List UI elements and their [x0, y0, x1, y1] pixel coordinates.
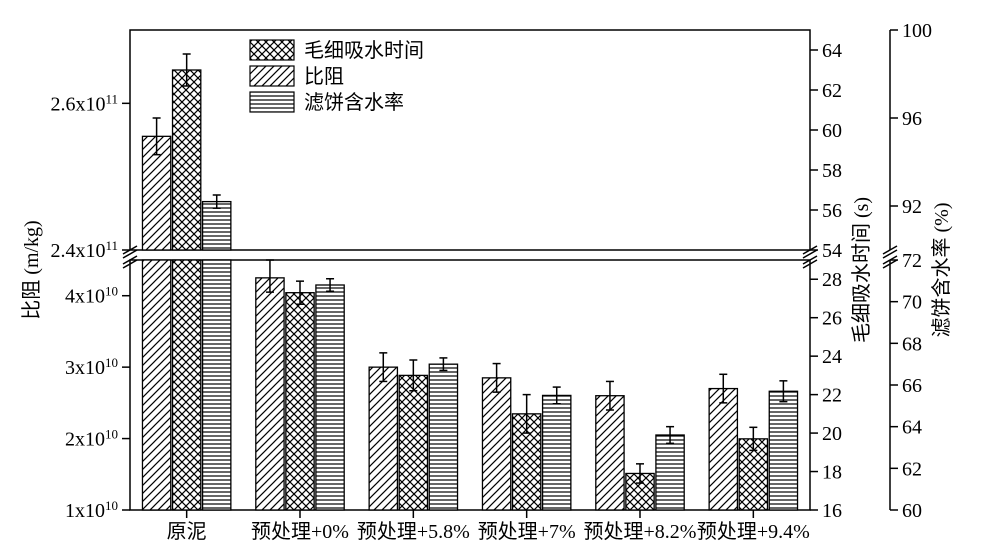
- x-tick-label: 预处理+5.8%: [357, 520, 470, 543]
- x-axis: 原泥 预处理+0% 预处理+5.8% 预处理+7% 预处理+8.2%预处理+9.4%: [167, 510, 810, 543]
- svg-text:2.4x1011: 2.4x1011: [50, 238, 118, 263]
- bars: [142, 54, 797, 510]
- y2-axis-label: 毛细吸水时间 (s): [850, 197, 873, 343]
- svg-text:1x1010: 1x1010: [65, 498, 118, 523]
- x-tick-label: 预处理+9.4%: [697, 520, 810, 543]
- svg-text:56: 56: [822, 200, 842, 222]
- svg-text:20: 20: [822, 423, 842, 445]
- svg-text:28: 28: [822, 269, 842, 291]
- svg-text:100: 100: [902, 20, 932, 42]
- svg-text:62: 62: [822, 80, 842, 102]
- chart-container: 1x1010 2x1010 3x1010 4x1010 2.4x1011 2.6x1011…: [10, 10, 990, 545]
- legend-swatch: [250, 40, 294, 60]
- x-tick-label: 预处理+0%: [251, 520, 349, 543]
- svg-text:68: 68: [902, 333, 922, 355]
- svg-text:24: 24: [822, 346, 842, 368]
- x-tick-label: 预处理+8.2%: [584, 520, 697, 543]
- svg-text:66: 66: [902, 375, 922, 397]
- svg-text:4x1010: 4x1010: [65, 283, 118, 308]
- legend-label: 滤饼含水率: [304, 91, 404, 114]
- svg-text:60: 60: [822, 120, 842, 142]
- legend-label: 比阻: [304, 65, 344, 88]
- legend-swatch: [250, 92, 294, 112]
- svg-text:72: 72: [902, 250, 922, 272]
- grouped-bar-chart: 1x1010 2x1010 3x1010 4x1010 2.4x1011 2.6x1011…: [10, 10, 990, 545]
- svg-text:2x1010: 2x1010: [65, 426, 118, 451]
- svg-text:64: 64: [902, 417, 922, 439]
- x-tick-label: 预处理+7%: [478, 520, 576, 543]
- svg-text:62: 62: [902, 458, 922, 480]
- y1-axis-label: 比阻 (m/kg): [20, 220, 43, 319]
- svg-text:92: 92: [902, 196, 922, 218]
- legend: 毛细吸水时间比阻滤饼含水率: [250, 39, 424, 114]
- svg-text:64: 64: [822, 40, 842, 62]
- svg-text:18: 18: [822, 462, 842, 484]
- svg-text:3x1010: 3x1010: [65, 355, 118, 380]
- svg-text:58: 58: [822, 160, 842, 182]
- x-tick-label: 原泥: [167, 520, 207, 543]
- svg-text:60: 60: [902, 500, 922, 522]
- svg-text:54: 54: [822, 240, 842, 262]
- svg-text:2.6x1011: 2.6x1011: [50, 91, 118, 116]
- y3-axis-label: 滤饼含水率 (%): [930, 203, 953, 338]
- svg-text:26: 26: [822, 308, 842, 330]
- svg-text:96: 96: [902, 108, 922, 130]
- legend-swatch: [250, 66, 294, 86]
- svg-text:70: 70: [902, 292, 922, 314]
- svg-text:16: 16: [822, 500, 842, 522]
- svg-text:22: 22: [822, 385, 842, 407]
- legend-label: 毛细吸水时间: [304, 39, 424, 62]
